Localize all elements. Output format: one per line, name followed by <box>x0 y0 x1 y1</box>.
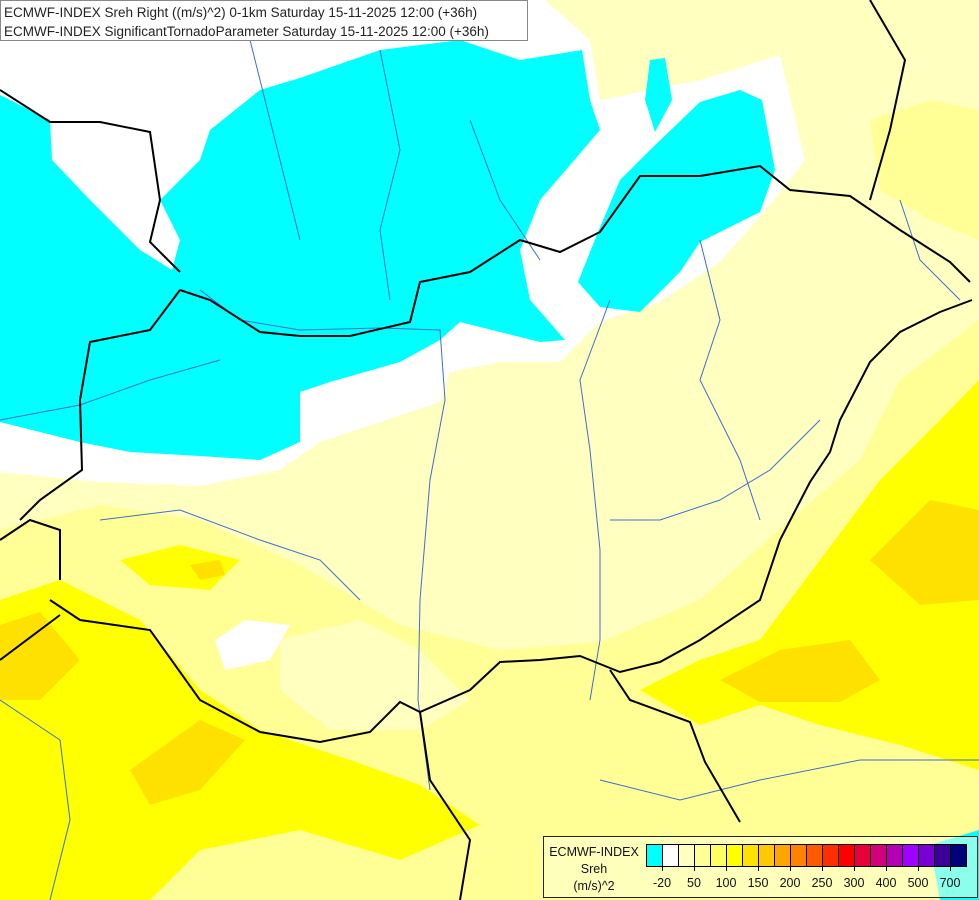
legend-line-param: Sreh <box>580 862 608 876</box>
legend-line-unit: (m/s)^2 <box>573 879 615 893</box>
legend-color-cell <box>839 845 855 866</box>
legend-color-cell <box>807 845 823 866</box>
legend-color-cell <box>759 845 775 866</box>
legend-color-cell <box>823 845 839 866</box>
legend-line-model: ECMWF-INDEX <box>549 845 639 859</box>
legend-tick <box>758 866 759 871</box>
legend-tick <box>790 866 791 871</box>
legend-tick-label: 50 <box>687 876 701 890</box>
legend-tick <box>854 866 855 871</box>
legend-color-cell <box>871 845 887 866</box>
legend-color-cell <box>679 845 695 866</box>
title-line-stp: ECMWF-INDEX SignificantTornadoParameter … <box>4 24 489 39</box>
legend-color-cell <box>855 845 871 866</box>
legend-tick <box>822 866 823 871</box>
color-legend: ECMWF-INDEX Sreh (m/s)^2 -20 50 100 150 200 2… <box>543 836 978 898</box>
legend-color-cell <box>887 845 903 866</box>
legend-color-cell <box>727 845 743 866</box>
legend-tick <box>726 866 727 871</box>
legend-tick-label: 400 <box>875 876 897 890</box>
legend-color-scale <box>646 844 967 867</box>
legend-tick-label: 700 <box>939 876 961 890</box>
legend-tick-label: 250 <box>811 876 833 890</box>
title-line-sreh: ECMWF-INDEX Sreh Right ((m/s)^2) 0-1km S… <box>4 5 478 20</box>
legend-title: ECMWF-INDEX Sreh (m/s)^2 <box>544 844 644 895</box>
legend-color-cell <box>951 845 966 866</box>
legend-tick-label: 100 <box>715 876 737 890</box>
legend-tick-label: -20 <box>652 876 672 890</box>
legend-tick <box>886 866 887 871</box>
legend-tick <box>662 866 663 871</box>
legend-color-cell <box>775 845 791 866</box>
legend-color-cell <box>919 845 935 866</box>
legend-color-cell <box>903 845 919 866</box>
legend-tick <box>950 866 951 871</box>
legend-tick-label: 300 <box>843 876 865 890</box>
legend-tick <box>918 866 919 871</box>
legend-tick <box>694 866 695 871</box>
legend-color-cell <box>663 845 679 866</box>
legend-ticks: -20 50 100 150 200 250 300 400 500 700 <box>646 866 968 896</box>
legend-color-cell <box>695 845 711 866</box>
legend-color-cell <box>647 845 663 866</box>
sreh-fill-gold <box>0 500 979 805</box>
legend-color-cell <box>935 845 951 866</box>
legend-color-cell <box>743 845 759 866</box>
legend-color-cell <box>791 845 807 866</box>
legend-tick-label: 200 <box>779 876 801 890</box>
legend-tick-label: 500 <box>907 876 929 890</box>
legend-color-cell <box>711 845 727 866</box>
map-title: ECMWF-INDEX Sreh Right ((m/s)^2) 0-1km S… <box>0 0 528 41</box>
legend-tick-label: 150 <box>747 876 769 890</box>
